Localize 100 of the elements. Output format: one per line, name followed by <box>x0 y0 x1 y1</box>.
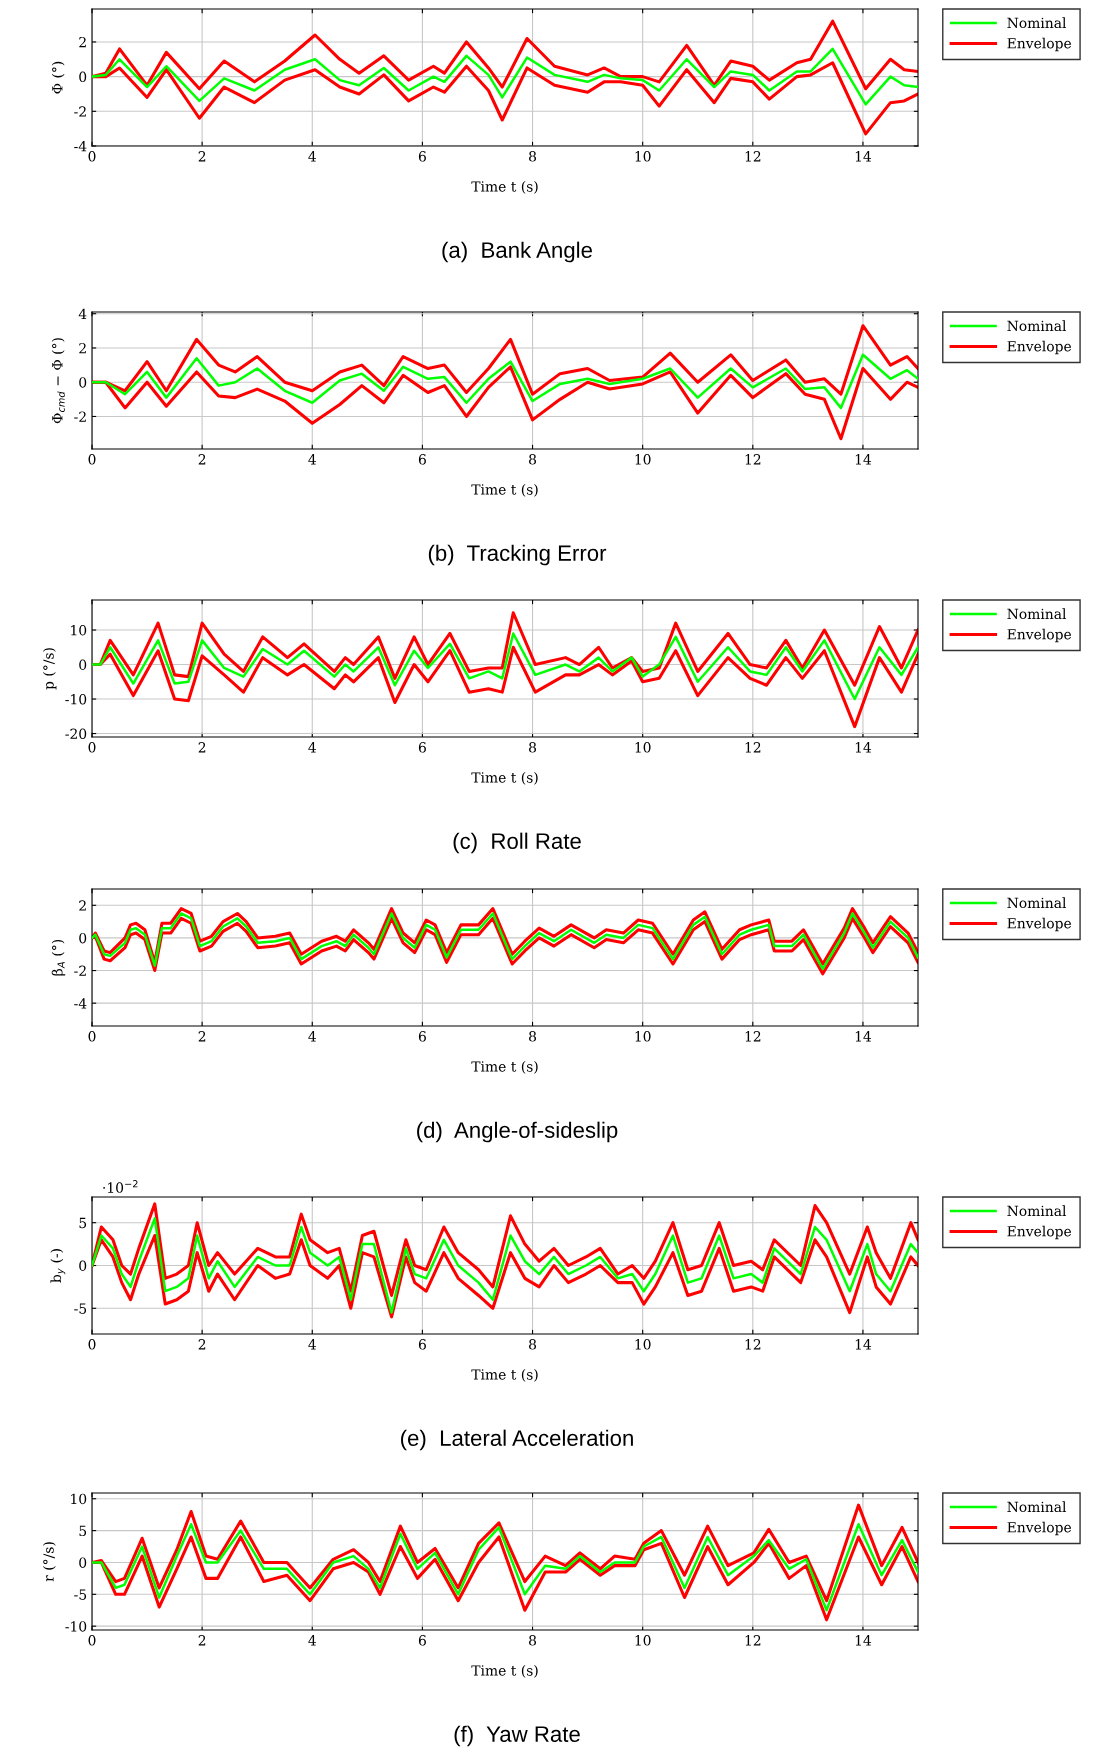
x-tick-label: 10 <box>635 1339 651 1350</box>
x-tick-label: 4 <box>308 454 316 465</box>
y-axis-title: Φ (°) <box>51 61 65 94</box>
x-tick-label: 8 <box>529 151 537 162</box>
y-axis-title: r (°/s) <box>43 1542 56 1582</box>
x-axis-title: Time t (s) <box>471 1060 538 1074</box>
x-tick-label: 6 <box>418 1031 426 1042</box>
y-tick-label: 0 <box>79 1557 87 1568</box>
x-axis-title: Time t (s) <box>471 483 538 497</box>
x-tick-label: 4 <box>308 1339 316 1350</box>
x-tick-label: 4 <box>308 742 316 753</box>
x-tick-label: 10 <box>635 454 651 465</box>
x-tick-label: 0 <box>88 454 96 465</box>
text: (b) Tracking Error <box>428 544 607 566</box>
legend-label: Envelope <box>1007 1521 1072 1536</box>
x-tick-label: 0 <box>88 151 96 162</box>
y-tick-label: 0 <box>79 377 87 388</box>
x-tick-label: 12 <box>745 742 761 753</box>
x-tick-label: 2 <box>198 742 206 753</box>
x-tick-label: 12 <box>745 151 761 162</box>
x-tick-label: 0 <box>88 1339 96 1350</box>
x-tick-label: 14 <box>855 1635 872 1646</box>
x-tick-label: 14 <box>855 742 872 753</box>
y-tick-label: 5 <box>79 1217 87 1229</box>
x-tick-label: 8 <box>529 1339 537 1350</box>
legend-label: Nominal <box>1007 608 1067 620</box>
x-tick-label: 0 <box>88 742 96 753</box>
x-tick-label: 8 <box>529 1031 537 1042</box>
y-axis-title: b$_{y}$ (-) <box>50 1249 66 1283</box>
legend-label: Envelope <box>1007 1225 1072 1240</box>
legend-label: Envelope <box>1007 917 1072 932</box>
y-axis-title: β$_{A}$ (°) <box>51 939 66 976</box>
x-tick-label: 4 <box>308 151 316 162</box>
y-tick-label: -2 <box>74 106 86 117</box>
x-tick-label: 14 <box>855 1339 872 1350</box>
x-tick-label: 8 <box>529 1635 537 1646</box>
x-axis-title: Time t (s) <box>471 180 538 194</box>
x-tick-label: 2 <box>198 1635 206 1646</box>
x-tick-label: 2 <box>198 151 206 162</box>
y-tick-label: 4 <box>78 308 87 319</box>
x-tick-label: 0 <box>88 1031 96 1042</box>
x-tick-label: 12 <box>745 1635 761 1646</box>
x-tick-label: 4 <box>308 1031 316 1042</box>
x-axis-title: Time t (s) <box>471 771 538 785</box>
x-tick-label: 10 <box>635 1031 651 1042</box>
x-tick-label: 14 <box>855 151 872 162</box>
y-tick-label: -4 <box>74 140 87 152</box>
legend-label: Envelope <box>1007 628 1072 643</box>
y-tick-label: 0 <box>79 71 87 83</box>
y-tick-label: -5 <box>74 1589 87 1600</box>
y-axis-title: Φ$_{cmd}$ − Φ (°) <box>51 338 65 424</box>
y-axis-title: p (°/s) <box>43 648 57 690</box>
y-tick-label: 5 <box>79 1525 87 1537</box>
y-tick-label: 2 <box>79 342 86 354</box>
x-tick-label: 2 <box>198 1339 206 1350</box>
x-tick-label: 6 <box>418 742 426 753</box>
y-tick-label: 2 <box>79 900 86 911</box>
legend-label: Envelope <box>1007 37 1072 52</box>
x-tick-label: 10 <box>635 742 651 753</box>
x-tick-label: 12 <box>745 1031 761 1042</box>
x-tick-label: 6 <box>418 1635 426 1646</box>
x-tick-label: 0 <box>88 1635 96 1646</box>
x-tick-label: 6 <box>418 151 426 162</box>
x-tick-label: 14 <box>855 1031 872 1042</box>
x-tick-label: 10 <box>635 151 651 162</box>
x-axis-title: Time t (s) <box>471 1368 538 1382</box>
y-tick-label: -10 <box>65 1621 87 1632</box>
legend-label: Nominal <box>1007 1501 1067 1513</box>
x-tick-label: 6 <box>418 454 426 465</box>
x-tick-label: 10 <box>635 1635 651 1646</box>
x-tick-label: 12 <box>745 454 761 465</box>
legend-label: Nominal <box>1007 17 1067 29</box>
legend-label: Nominal <box>1007 897 1067 909</box>
y-tick-label: 0 <box>79 659 87 671</box>
x-tick-label: 8 <box>529 454 537 465</box>
x-tick-label: 12 <box>745 1339 761 1350</box>
y-tick-label: 10 <box>71 624 87 636</box>
legend-label: Nominal <box>1007 1205 1067 1217</box>
x-tick-label: 8 <box>529 742 537 753</box>
x-tick-label: 6 <box>418 1339 426 1350</box>
y-tick-label: -2 <box>74 965 86 976</box>
y-tick-label: 2 <box>79 36 86 48</box>
x-axis-title: Time t (s) <box>471 1664 538 1678</box>
x-tick-label: 2 <box>198 454 206 465</box>
x-tick-label: 4 <box>308 1635 316 1646</box>
y-tick-label: 0 <box>79 932 87 944</box>
y-tick-label: 10 <box>71 1493 87 1505</box>
x-tick-label: 14 <box>855 454 872 465</box>
text: (f) Yaw Rate <box>454 1725 580 1747</box>
text: (e) Lateral Acceleration <box>401 1429 633 1451</box>
legend-label: Nominal <box>1007 320 1067 332</box>
text: ·10$^{−2}$ <box>103 1180 138 1193</box>
y-tick-label: 0 <box>79 1260 87 1271</box>
y-tick-label: -20 <box>65 728 87 740</box>
text: (a) Bank Angle <box>442 241 592 263</box>
y-tick-label: -4 <box>74 998 87 1009</box>
legend-label: Envelope <box>1007 340 1072 355</box>
x-tick-label: 2 <box>198 1031 206 1042</box>
y-tick-label: -2 <box>74 411 86 422</box>
text: (d) Angle-of-sideslip <box>417 1121 618 1143</box>
